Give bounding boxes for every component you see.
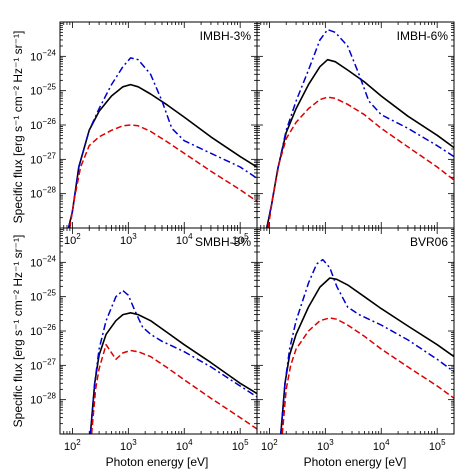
panels-group: 102 103 104 105 10−24 10−25 10−26 10−27 10−28 IMB… [30,21,455,453]
panel-frame-2 [59,227,258,435]
panel-label: IMBH-3% [200,29,252,43]
y-tick-label: 10−24 [30,254,56,269]
x-tick-label: 105 [232,438,249,453]
panel-label: SMBH-3% [195,235,251,249]
dashdot-curve-3 [280,258,454,434]
panel-2: 102 103 104 105 10−24 10−25 10−26 10−27 10−28 SMB… [30,227,258,453]
x-tick-label: 102 [64,438,81,453]
solid-curve-1 [266,58,454,228]
x-tick-label: 102 [261,438,278,453]
y-tick-label: 10−28 [30,392,56,407]
y-tick-label: 10−24 [30,48,56,63]
dashed-curve-0 [69,124,257,228]
dashdot-curve-2 [89,289,257,434]
solid-curve-2 [89,311,257,434]
x-axis-title-left: Photon energy [eV] [106,455,209,469]
x-tick-label: 102 [64,232,81,247]
x-tick-label: 105 [429,438,446,453]
solid-curve-3 [280,277,454,434]
x-tick-label: 103 [317,438,334,453]
panel-label: BVR06 [410,235,448,249]
y-tick-label: 10−25 [30,289,56,304]
y-tick-label: 10−26 [30,323,56,338]
panel-0: 102 103 104 10510−2410−2510−2610−2710−28IMB… [30,21,258,247]
y-tick-label: 10−26 [30,117,56,132]
y-tick-label: 10−27 [30,151,56,166]
x-tick-label: 103 [120,232,137,247]
x-tick-label: 103 [120,438,137,453]
dashed-curve-1 [267,96,454,228]
y-tick-label: 10−25 [30,83,56,98]
y-tick-label: 10−28 [30,186,56,201]
solid-curve-0 [67,83,257,228]
ticks-0 [59,21,258,229]
y-axis-title-top: Specific flux [erg s⁻¹ cm⁻² Hz⁻¹ sr⁻¹] [11,31,25,224]
y-axis-title-bottom: Specific flux [erg s⁻¹ cm⁻² Hz⁻¹ sr⁻¹] [11,235,25,428]
x-tick-label: 104 [373,438,390,453]
panel-3: 102 103 104 105 BVR06 [256,227,455,453]
dashdot-curve-1 [266,28,454,228]
dashdot-curve-0 [67,57,257,228]
panel-frame-0 [59,21,258,229]
panel-1: IMBH-6% [256,21,455,229]
dashed-curve-3 [281,317,454,434]
x-tick-label: 104 [176,232,193,247]
dashed-curve-2 [90,343,257,434]
x-axis-title-right: Photon energy [eV] [304,455,407,469]
ticks-1 [256,21,455,229]
y-tick-label: 10−27 [30,357,56,372]
panel-label: IMBH-6% [397,29,449,43]
ticks-2 [59,227,258,435]
panel-frame-1 [256,21,455,229]
x-tick-label: 104 [176,438,193,453]
ticks-3 [256,227,455,435]
